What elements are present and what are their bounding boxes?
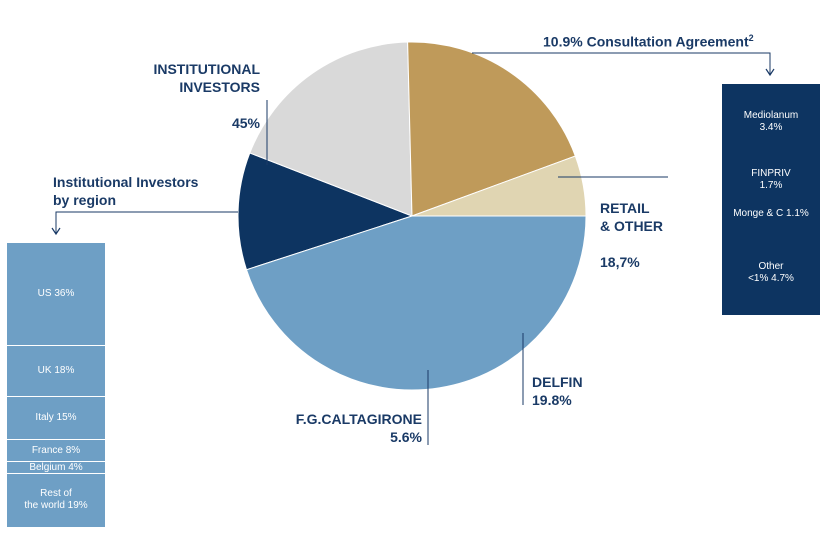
- label-delfin-name: DELFIN: [532, 374, 583, 390]
- label-fg-caltagirone-name: F.G.CALTAGIRONE: [295, 411, 422, 427]
- label-institutional-investors-name: INSTITUTIONAL INVESTORS: [153, 61, 260, 95]
- consultation-item: Other <1% 4.7%: [748, 261, 794, 284]
- arrow-region: [51, 227, 61, 236]
- leader-line-consultation: [472, 52, 771, 74]
- institutional-region-bar: US 36% UK 18% Italy 15% France 8% Belgiu…: [7, 243, 105, 528]
- region-segment: Belgium 4%: [7, 462, 105, 474]
- label-retail-other-name: RETAIL & OTHER: [600, 200, 663, 234]
- label-institutional-investors: INSTITUTIONAL INVESTORS 45%: [120, 42, 260, 132]
- pie-slice-institutional: [245, 215, 587, 391]
- pie-slice-retail: [249, 41, 413, 217]
- consultation-item: FINPRIV 1.7%: [751, 168, 791, 191]
- pie-slice-delfin: [407, 41, 576, 217]
- label-retail-other-value: 18,7%: [600, 254, 640, 270]
- leader-line-region: [55, 211, 238, 233]
- region-segment: US 36%: [7, 243, 105, 346]
- label-institutional-investors-value: 45%: [231, 115, 260, 131]
- label-retail-other: RETAIL & OTHER 18,7%: [600, 181, 710, 271]
- label-delfin-value: 19.8%: [532, 392, 572, 408]
- arrow-consultation: [765, 68, 775, 77]
- label-fg-caltagirone: F.G.CALTAGIRONE 5.6%: [262, 410, 422, 446]
- label-delfin: DELFIN 19.8%: [532, 373, 632, 409]
- region-segment: Rest of the world 19%: [7, 473, 105, 528]
- consultation-item: Mediolanum 3.4%: [743, 110, 799, 133]
- pie-slice-consultation: [237, 152, 414, 271]
- label-consultation-agreement-superscript: 2: [748, 33, 754, 43]
- region-segment: Italy 15%: [7, 396, 105, 440]
- consultation-item: Monge & C 1.1%: [733, 208, 809, 219]
- institutional-by-region-title: Institutional Investors by region: [53, 174, 199, 208]
- region-segment: France 8%: [7, 439, 105, 463]
- region-segment: UK 18%: [7, 345, 105, 397]
- label-fg-caltagirone-value: 5.6%: [390, 429, 422, 445]
- consultation-agreement-box: Mediolanum 3.4% FINPRIV 1.7% Monge & C 1…: [722, 84, 820, 315]
- label-consultation-agreement-name: 10.9% Consultation Agreement: [543, 33, 749, 50]
- label-consultation-agreement: 10.9% Consultation Agreement2: [543, 29, 783, 51]
